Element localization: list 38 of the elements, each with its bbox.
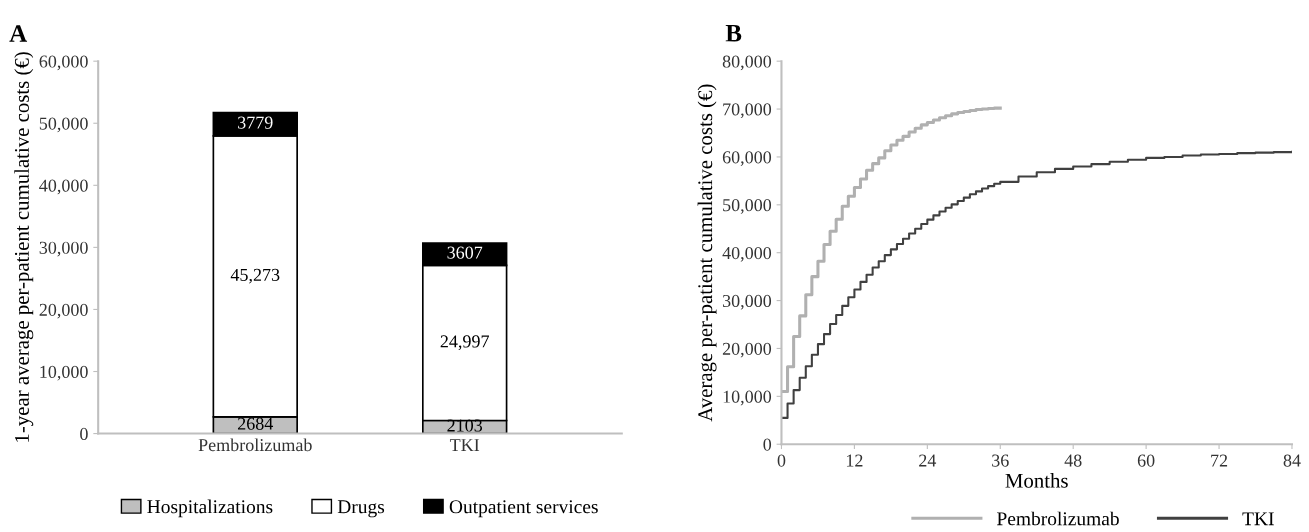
y-tick-label: 60,000 [39, 55, 88, 71]
legend-label: Outpatient services [449, 500, 598, 518]
x-tick-label: 84 [1283, 454, 1301, 467]
legend-label: TKI [1242, 512, 1274, 526]
y-tick-label: 20,000 [722, 342, 772, 358]
x-tick-label: 48 [1064, 454, 1082, 467]
legend-label: Drugs [337, 500, 385, 518]
data-label: 3607 [447, 246, 483, 259]
x-tick-label: 60 [1137, 454, 1155, 467]
x-tick-label: 0 [777, 454, 786, 467]
x-tick-label: 12 [846, 454, 863, 467]
x-tick-label: 24 [919, 454, 937, 467]
data-label: 2684 [237, 417, 274, 430]
data-label: 24,997 [440, 335, 489, 351]
legend-label: Pembrolizumab [997, 511, 1119, 526]
y-tick-label: 20,000 [39, 303, 88, 319]
y-tick-label: 80,000 [722, 55, 772, 71]
y-tick-label: 50,000 [723, 199, 772, 214]
data-label: 45,273 [230, 268, 280, 284]
chart-title: A [9, 25, 28, 42]
chart-title: B [725, 24, 742, 42]
x-tick-label: 36 [992, 454, 1009, 467]
data-label: 3779 [238, 116, 273, 129]
y-axis-title: 1-year average per-patient cumulative costs (€) [14, 52, 34, 442]
y-tick-label: 10,000 [40, 365, 88, 381]
y-tick-label: 40,000 [39, 179, 88, 195]
y-tick-label: 30,000 [722, 294, 772, 310]
y-tick-label: 70,000 [723, 103, 772, 119]
y-tick-label: 30,000 [39, 241, 88, 257]
x-axis-title: Months [1005, 473, 1068, 488]
y-tick-label: 10,000 [723, 390, 772, 406]
legend-label: Hospitalizations [147, 499, 273, 518]
x-tick-label: 72 [1211, 454, 1228, 467]
y-tick-label: 50,000 [39, 117, 88, 133]
y-axis-title: Average per-patient cumulative costs (€) [697, 84, 717, 422]
y-tick-label: 40,000 [722, 246, 772, 262]
y-tick-label: 0 [80, 427, 88, 441]
y-tick-label: 60,000 [722, 151, 772, 166]
